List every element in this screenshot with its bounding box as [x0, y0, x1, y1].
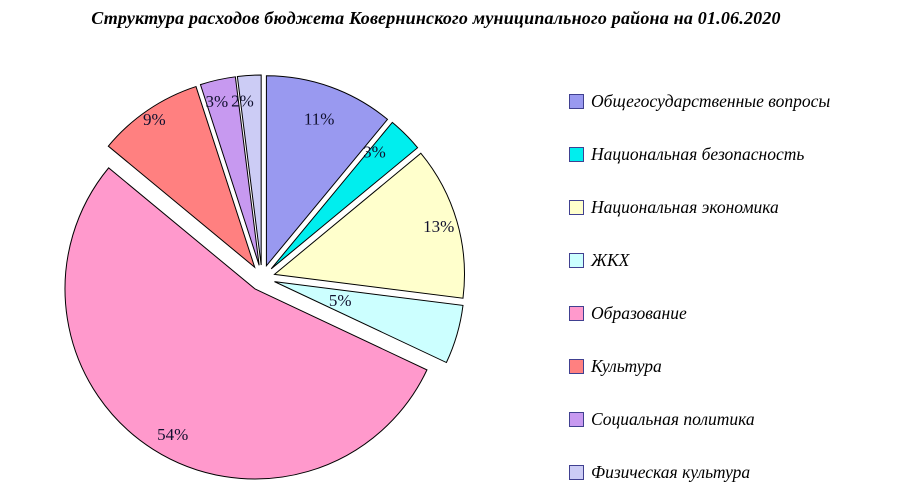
pie-slice-2: [273, 152, 465, 299]
legend-item-3: ЖКХ: [569, 250, 830, 271]
pie-slice-percent-label-2: 13%: [423, 217, 454, 236]
pie-slice-7: [236, 74, 262, 266]
legend-swatch-icon: [569, 465, 584, 480]
legend-label: Национальная экономика: [591, 197, 779, 217]
pie-slice-3: [274, 281, 464, 364]
legend-item-7: Физическая культура: [569, 462, 830, 483]
legend-swatch-icon: [569, 412, 584, 427]
pie-slice-percent-label-0: 11%: [304, 110, 335, 129]
pie-slice-percent-label-4: 54%: [157, 425, 188, 444]
pie-slice-1: [270, 121, 419, 270]
pie-slice-percent-label-6: 3%: [205, 92, 228, 111]
legend-label: Образование: [591, 303, 687, 323]
legend-item-4: Образование: [569, 303, 830, 324]
legend-item-5: Культура: [569, 356, 830, 377]
pie-slice-0: [265, 75, 389, 268]
pie-slice-percent-label-1: 3%: [363, 143, 386, 162]
legend-label: Национальная безопасность: [591, 144, 805, 164]
chart-title: Структура расходов бюджета Ковернинского…: [91, 8, 781, 28]
legend-swatch-icon: [569, 253, 584, 268]
pie-slice-5: [107, 85, 256, 269]
legend-label: Физическая культура: [591, 462, 751, 482]
pie-slice-6: [199, 76, 260, 266]
legend-item-6: Социальная политика: [569, 409, 830, 430]
legend-swatch-icon: [569, 200, 584, 215]
pie-slice-percent-label-3: 5%: [329, 291, 352, 310]
pie-slice-4: [64, 167, 428, 480]
legend-label: ЖКХ: [591, 250, 630, 270]
legend-item-2: Национальная экономика: [569, 197, 830, 218]
pie-slice-percent-label-5: 9%: [143, 110, 166, 129]
legend-item-0: Общегосударственные вопросы: [569, 91, 830, 112]
legend-swatch-icon: [569, 359, 584, 374]
pie-slice-percent-label-7: 2%: [231, 91, 254, 110]
legend-label: Общегосударственные вопросы: [591, 91, 831, 111]
legend-swatch-icon: [569, 147, 584, 162]
legend-swatch-icon: [569, 306, 584, 321]
legend-label: Культура: [591, 356, 662, 376]
legend-item-1: Национальная безопасность: [569, 144, 830, 165]
legend: Общегосударственные вопросы Национальная …: [569, 91, 830, 483]
legend-swatch-icon: [569, 94, 584, 109]
legend-label: Социальная политика: [591, 409, 755, 429]
